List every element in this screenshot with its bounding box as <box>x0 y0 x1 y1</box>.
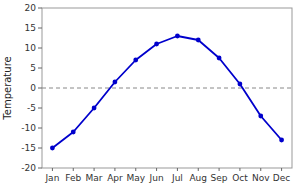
x-tick-label: Aug <box>189 173 207 183</box>
y-tick <box>38 128 42 129</box>
x-tick <box>73 168 74 171</box>
y-tick-label: 5 <box>30 63 36 73</box>
x-tick-label: Oct <box>232 173 248 183</box>
point <box>258 114 263 119</box>
y-tick-label: -10 <box>21 123 36 133</box>
x-tick <box>94 168 95 171</box>
x-tick <box>219 168 220 171</box>
x-tick-label: Dec <box>273 173 290 183</box>
y-tick <box>38 68 42 69</box>
point <box>50 146 55 151</box>
point <box>238 82 243 87</box>
y-tick <box>38 108 42 109</box>
x-tick <box>198 168 199 171</box>
point <box>113 80 118 85</box>
line <box>52 36 281 148</box>
x-tick-label: Sep <box>211 173 228 183</box>
y-tick-label: 15 <box>25 23 36 33</box>
x-tick <box>177 168 178 171</box>
point <box>217 56 222 61</box>
y-tick <box>38 48 42 49</box>
x-tick-label: Feb <box>65 173 81 183</box>
chart: -20 -15 -10 -5 0 5 10 15 20 Jan Feb Mar AprMay Jun Jul… <box>0 0 300 190</box>
y-tick-label: -5 <box>27 103 36 113</box>
point <box>71 130 76 135</box>
y-tick-label: 20 <box>25 3 37 13</box>
y-tick <box>38 168 42 169</box>
y-tick <box>38 148 42 149</box>
x-tick-label: Jul <box>171 173 183 183</box>
point <box>279 138 284 143</box>
point <box>133 58 138 63</box>
y-tick <box>38 8 42 9</box>
point <box>92 106 97 111</box>
x-tick <box>281 168 282 171</box>
x-tick-label: Jun <box>149 173 164 183</box>
x-tick-label: Nov <box>252 173 270 183</box>
x-tick <box>156 168 157 171</box>
plot-area <box>42 34 292 151</box>
x-tick-label: Apr <box>107 173 123 183</box>
x-tick <box>52 168 53 171</box>
x-tick <box>260 168 261 171</box>
reference-line <box>42 88 292 89</box>
point <box>175 34 180 39</box>
x-tick <box>114 168 115 171</box>
y-tick <box>38 88 42 89</box>
y-tick <box>38 28 42 29</box>
point <box>196 38 201 43</box>
y-tick-label: 10 <box>25 43 37 53</box>
x-tick <box>135 168 136 171</box>
y-tick-label: 0 <box>30 83 36 93</box>
y-tick-label: -20 <box>21 163 36 173</box>
x-tick-label: May <box>126 173 145 183</box>
y-tick-label: -15 <box>21 143 36 153</box>
x-tick-label: Jan <box>44 173 59 183</box>
x-tick-label: Mar <box>86 173 103 183</box>
x-tick <box>239 168 240 171</box>
y-axis-label: Temperature <box>2 56 13 120</box>
plot-frame <box>42 8 292 168</box>
point <box>154 42 159 47</box>
